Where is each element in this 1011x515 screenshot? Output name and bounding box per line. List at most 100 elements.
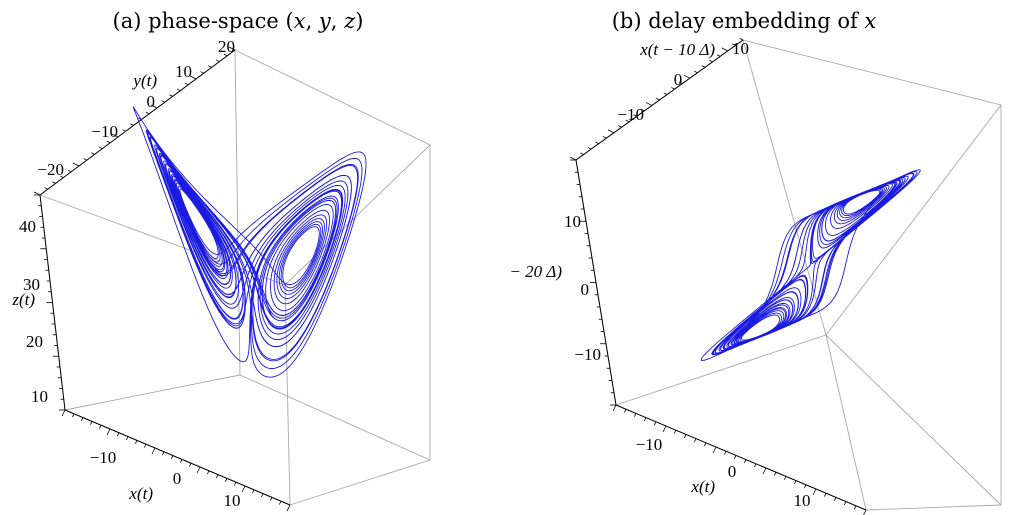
b-y-tick-2 [587,147,592,150]
b-y-tick-22 [739,37,744,41]
a-y-tick-17 [169,94,173,97]
z-tick-10: 10 [31,387,48,406]
y-tick-20: 20 [218,37,235,56]
a-y-tick-10 [111,133,119,138]
b-y-tick-14 [678,81,683,84]
b-y-tick-0: 0 [674,70,683,89]
a-x-tick-23 [269,497,273,501]
b-y-tick-7 [625,119,630,123]
a-y-tick-12 [130,123,134,126]
a-y-tick-23 [215,59,220,62]
b-x-tick-23 [843,501,847,506]
a-x-tick-21 [251,489,255,494]
b-x-tick-0: 0 [728,462,737,481]
a-x-tick-24 [278,501,282,505]
b-x-tick-16 [773,472,777,476]
b-y-tick-18 [709,59,713,63]
b-y-tick-13 [671,87,675,90]
b-y-tick-20 [721,47,728,52]
b-x-tick-19 [803,484,807,489]
b-y-axis-label: x(t − 10 Δ) [639,40,715,59]
y-axis-line-a [39,49,236,196]
a-x-tick-9 [143,444,147,448]
y-tick-minus10: −10 [91,122,118,141]
b-z-tick-minus10: −10 [574,345,601,364]
b-x-tick-4 [653,421,657,426]
tick-marks-b [569,37,867,515]
phase-space-plot-area: (a) phase-space (x, y, z) 20 10 0 −10 −2… [11,9,431,512]
z-tick-20: 20 [26,332,43,351]
a-y-tick-8 [98,146,103,149]
a-x-tick-7 [125,436,129,441]
b-y-tick-9 [640,108,645,112]
b-x-tick-20 [812,488,817,496]
b-y-tick-11 [656,97,660,101]
a-x-tick-6 [116,432,120,437]
a-y-tick-2 [52,181,56,184]
x-tick-0: 0 [173,469,182,488]
a-y-tick-21 [200,71,204,74]
a-y-tick-19 [184,82,189,86]
b-x-tick-10: 10 [794,491,811,510]
y-tick-minus20: −20 [37,160,64,179]
b-y-tick-6 [618,125,622,128]
a-y-tick-3 [59,175,64,178]
b-x-tick-15 [762,467,767,475]
a-x-tick-4 [98,425,102,429]
a-x-tick-2 [80,417,84,422]
a-x-tick-13 [179,459,183,463]
tick-marks-a [33,46,291,512]
b-x-tick-24 [853,505,857,510]
b-y-tick-16 [693,70,698,74]
b-y-tick-21 [731,43,736,46]
a-y-tick-1 [44,187,48,190]
bounding-box-a [39,49,431,506]
a-x-tick-18 [224,478,228,482]
y-tick-10: 10 [175,62,192,81]
b-x-tick-5 [662,425,667,433]
b-y-tick-12 [663,92,668,95]
a-x-tick-5 [106,428,111,436]
b-x-tick-6 [673,430,677,434]
a-x-tick-12 [170,455,174,460]
a-x-tick-8 [134,440,138,444]
b-x-tick-21 [823,493,827,497]
a-y-tick-7 [91,152,95,155]
b-x-tick-minus10: −10 [636,435,663,454]
b-x-tick-25 [863,509,867,515]
a-x-tick-22 [260,493,264,498]
b-x-tick-7 [683,434,687,438]
b-x-tick-12 [733,455,737,459]
a-x-tick-15 [196,466,201,474]
b-y-tick-15 [683,74,691,79]
b-y-tick-3 [595,141,599,144]
b-y-tick-5 [607,129,615,134]
a-y-tick-0 [33,191,41,196]
b-y-tick-10: 10 [732,39,749,58]
trajectory-b [700,169,921,362]
a-x-tick-11 [161,451,165,456]
a-x-tick-17 [215,474,219,479]
b-x-tick-8 [693,438,697,443]
a-y-tick-4 [67,169,72,173]
b-x-axis-label: x(t) [690,477,715,496]
b-x-tick-2 [633,413,637,417]
phase-space-chart: (a) phase-space (x, y, z) 20 10 0 −10 −2… [0,0,505,515]
b-x-tick-17 [783,476,787,480]
y-axis-label-a: y(t) [131,71,157,90]
b-y-tick-minus10: −10 [617,105,644,124]
b-x-tick-13 [743,459,747,464]
y-tick-0: 0 [147,92,156,111]
b-y-tick-4 [602,136,607,139]
a-y-tick-11 [122,129,126,132]
b-x-tick-1 [623,409,627,413]
x-axis-line-a [64,409,291,506]
a-x-tick-3 [89,421,93,425]
a-y-tick-24 [223,53,228,57]
x-tick-10: 10 [224,491,241,510]
a-x-tick-20 [241,485,246,493]
b-y-tick-0 [569,156,577,161]
b-x-tick-0 [612,404,617,412]
b-y-tick-1 [580,152,584,155]
b-x-tick-22 [833,497,837,501]
